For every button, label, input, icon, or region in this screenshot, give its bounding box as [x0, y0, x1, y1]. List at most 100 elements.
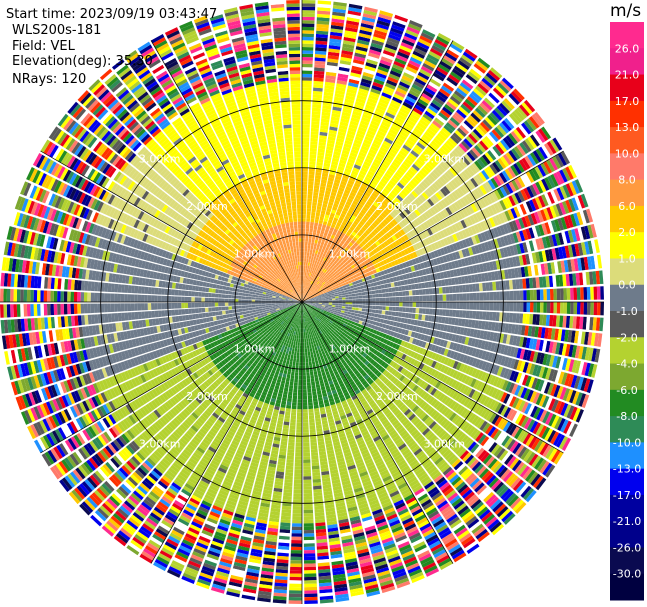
velocity-gate [342, 174, 350, 180]
velocity-gate [380, 284, 385, 289]
velocity-gate [314, 219, 319, 224]
velocity-gate [439, 60, 452, 71]
velocity-gate [375, 171, 384, 178]
velocity-gate [368, 126, 378, 133]
velocity-gate [302, 164, 309, 168]
velocity-gate [404, 285, 409, 291]
velocity-gate [596, 302, 601, 316]
velocity-gate [489, 291, 494, 301]
velocity-gate [302, 204, 307, 209]
velocity-gate [333, 1, 347, 7]
velocity-gate [306, 221, 310, 226]
velocity-gate [375, 297, 380, 302]
velocity-gate [506, 291, 511, 301]
velocity-gate [383, 46, 397, 54]
velocity-gate [335, 296, 339, 299]
velocity-gate [354, 101, 365, 107]
velocity-gate [315, 360, 319, 365]
velocity-gate [327, 180, 334, 186]
velocity-gate [328, 304, 333, 307]
velocity-gate [408, 89, 420, 98]
velocity-gate [348, 7, 362, 13]
velocity-gate [402, 124, 413, 133]
velocity-gate [329, 226, 335, 232]
velocity-gate [472, 310, 477, 319]
velocity-gate [312, 232, 317, 237]
velocity-gate [305, 282, 308, 286]
velocity-gate [308, 235, 312, 239]
velocity-gate [311, 239, 315, 243]
velocity-gate [412, 50, 425, 59]
velocity-gate [342, 304, 346, 307]
velocity-gate [332, 220, 337, 226]
velocity-gate [384, 310, 389, 315]
velocity-gate [378, 13, 393, 21]
velocity-gate [380, 162, 389, 170]
velocity-gate [366, 58, 378, 66]
velocity-gate [321, 111, 331, 117]
velocity-gate [512, 313, 517, 323]
velocity-gate [596, 286, 601, 300]
velocity-gate [345, 306, 349, 309]
velocity-gate [358, 298, 363, 302]
velocity-gate [361, 292, 366, 296]
velocity-gate [341, 292, 346, 296]
velocity-gate [355, 307, 359, 311]
velocity-gate [344, 234, 349, 240]
velocity-gate [352, 142, 361, 149]
velocity-gate [307, 188, 314, 192]
velocity-gate [334, 93, 345, 99]
velocity-gate [543, 302, 547, 313]
velocity-gate [321, 176, 328, 181]
velocity-gate [414, 313, 419, 320]
velocity-gate [302, 97, 312, 101]
velocity-gate [378, 127, 388, 134]
velocity-gate [336, 137, 345, 143]
velocity-gate [388, 73, 400, 81]
velocity-gate [311, 211, 316, 216]
velocity-gate [509, 302, 514, 312]
velocity-gate [349, 152, 358, 158]
velocity-gate [304, 289, 307, 293]
velocity-gate [513, 290, 517, 301]
velocity-gate [422, 289, 426, 295]
velocity-gate [338, 66, 350, 72]
velocity-gate [429, 47, 443, 57]
velocity-gate [309, 231, 313, 236]
velocity-gate [362, 302, 366, 305]
velocity-gate [323, 162, 331, 168]
velocity-gate [316, 161, 323, 166]
velocity-gate [341, 177, 348, 183]
velocity-gate [493, 302, 497, 311]
velocity-gate [437, 90, 449, 100]
velocity-gate [312, 104, 322, 109]
velocity-gate [305, 265, 308, 269]
velocity-gate [345, 294, 349, 298]
velocity-gate [336, 79, 348, 86]
velocity-gate [334, 214, 340, 219]
velocity-gate [358, 32, 372, 39]
velocity-gate [316, 205, 322, 210]
velocity-gate [334, 178, 341, 184]
velocity-gate [352, 59, 365, 65]
velocity-gate [372, 294, 376, 298]
velocity-gate [310, 127, 319, 132]
velocity-gate [392, 302, 396, 307]
velocity-gate [411, 83, 423, 92]
velocity-gate [315, 275, 319, 280]
velocity-gate [318, 223, 323, 228]
velocity-gate [462, 284, 467, 293]
velocity-gate [360, 314, 365, 319]
velocity-gate [462, 310, 467, 318]
velocity-gate [330, 164, 338, 169]
velocity-gate [365, 298, 370, 302]
velocity-gate [358, 151, 367, 158]
velocity-gate [389, 102, 400, 110]
velocity-gate [306, 258, 309, 263]
velocity-gate [345, 95, 356, 101]
velocity-gate [338, 307, 342, 311]
velocity-gate [370, 179, 378, 187]
velocity-gate [308, 287, 311, 291]
velocity-gate [316, 276, 320, 281]
velocity-gate [394, 139, 404, 147]
